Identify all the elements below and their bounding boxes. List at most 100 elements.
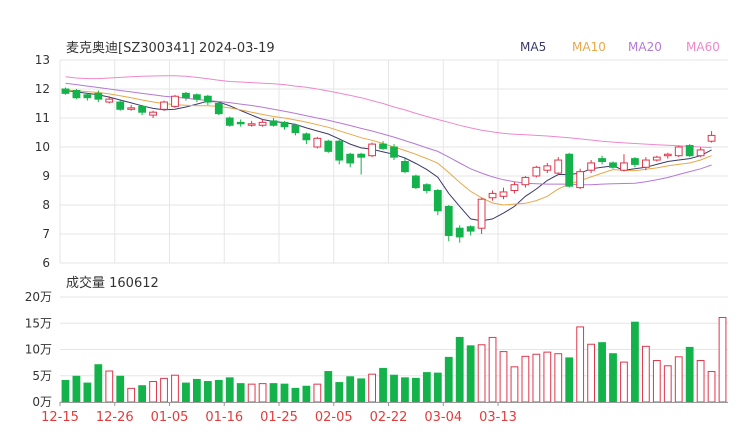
volume-bar: [444, 356, 453, 403]
candle-body: [127, 107, 136, 110]
volume-bar: [368, 373, 376, 403]
candle-body: [696, 149, 705, 157]
volume-bar: [94, 364, 103, 403]
volume-bar: [707, 371, 716, 403]
candle-body: [466, 226, 475, 232]
volume-bar: [477, 344, 486, 403]
volume-bar: [280, 383, 289, 403]
volume-tick-label: 10万: [25, 343, 52, 357]
volume-bar: [269, 383, 278, 403]
volume-bar: [247, 383, 256, 403]
volume-bar: [105, 370, 114, 403]
volume-bar: [641, 345, 650, 403]
date-tick-label: 12-26: [96, 410, 134, 425]
price-tick-label: 7: [42, 227, 50, 241]
candle-body: [433, 190, 442, 212]
volume-bar: [718, 316, 727, 403]
volume-bar: [203, 381, 212, 403]
price-tick-label: 12: [35, 82, 50, 96]
candle-body: [138, 105, 147, 113]
candle-body: [171, 95, 179, 107]
price-tick-label: 13: [35, 53, 50, 67]
volume-bar: [225, 377, 234, 403]
candle-body: [620, 162, 628, 171]
volume-bar: [466, 345, 475, 403]
candle-body: [499, 191, 508, 197]
candle-body: [105, 98, 114, 103]
volume-bar: [609, 353, 617, 403]
volume-bar: [455, 336, 464, 403]
price-tick-label: 9: [42, 169, 50, 183]
volume-bar: [192, 378, 201, 403]
volume-bar: [696, 360, 705, 403]
volume-tick-label: 0万: [32, 395, 52, 409]
volume-bar: [685, 346, 694, 403]
volume-bar: [422, 372, 431, 403]
candle-body: [61, 88, 70, 94]
candle-body: [83, 94, 92, 99]
candle-body: [609, 162, 617, 168]
candle-body: [192, 94, 201, 100]
volume-bar: [127, 387, 136, 403]
volume-bars: [61, 316, 727, 403]
candle-body: [160, 101, 168, 110]
volume-bar: [357, 378, 366, 403]
candle-body: [225, 117, 234, 126]
volume-bar: [433, 372, 442, 403]
candle-body: [554, 159, 563, 174]
candle-body: [269, 120, 278, 126]
volume-bar: [390, 374, 398, 403]
volume-bar: [554, 353, 563, 403]
candle-body: [94, 92, 103, 100]
candle-body: [313, 137, 322, 148]
volume-bar: [138, 385, 147, 403]
date-tick-label: 01-16: [205, 410, 243, 425]
volume-bar: [291, 387, 300, 403]
volume-bar: [72, 375, 81, 403]
volume-bar: [182, 382, 190, 403]
volume-bar: [565, 357, 574, 403]
volume-tick-label: 15万: [25, 316, 52, 330]
candle-body: [631, 158, 639, 165]
candle-body: [510, 184, 519, 191]
date-tick-label: 03-13: [479, 410, 517, 425]
volume-y-axis: 0万 5万 10万 15万 20万: [25, 290, 52, 409]
volume-bar: [663, 365, 672, 403]
candle-body: [368, 143, 376, 157]
candle-body: [203, 95, 212, 103]
volume-label: 成交量 160612: [66, 275, 159, 291]
candle-body: [335, 140, 344, 161]
candle-body: [236, 121, 245, 125]
candle-body: [346, 153, 355, 164]
volume-bar: [674, 356, 683, 403]
candle-body: [707, 134, 716, 142]
candle-body: [477, 198, 486, 229]
volume-bar: [61, 379, 70, 403]
volume-bar: [598, 342, 606, 403]
volume-tick-label: 20万: [25, 290, 52, 304]
volume-bar: [83, 382, 92, 403]
volume-bar: [379, 367, 387, 403]
candle-body: [401, 161, 409, 173]
candle-body: [324, 140, 333, 152]
candle-body: [674, 146, 683, 157]
candle-body: [390, 146, 398, 158]
date-tick-label: 01-25: [260, 410, 298, 425]
candle-body: [685, 145, 694, 157]
volume-bar: [652, 360, 661, 403]
candle-body: [72, 89, 81, 99]
candle-body: [247, 123, 256, 126]
volume-bar: [258, 383, 267, 403]
candle-body: [576, 171, 585, 189]
candle-body: [412, 175, 420, 189]
candle-body: [291, 124, 300, 133]
price-tick-label: 11: [35, 111, 50, 125]
candle-body: [652, 156, 661, 161]
candle-body: [455, 227, 464, 238]
date-tick-label: 12-15: [41, 410, 79, 425]
candle-body: [587, 162, 596, 171]
price-y-axis: 6 7 8 9 10 11 12 13: [35, 53, 50, 270]
date-tick-label: 01-05: [151, 410, 189, 425]
price-grid: [59, 59, 728, 264]
candle-body: [280, 121, 289, 128]
